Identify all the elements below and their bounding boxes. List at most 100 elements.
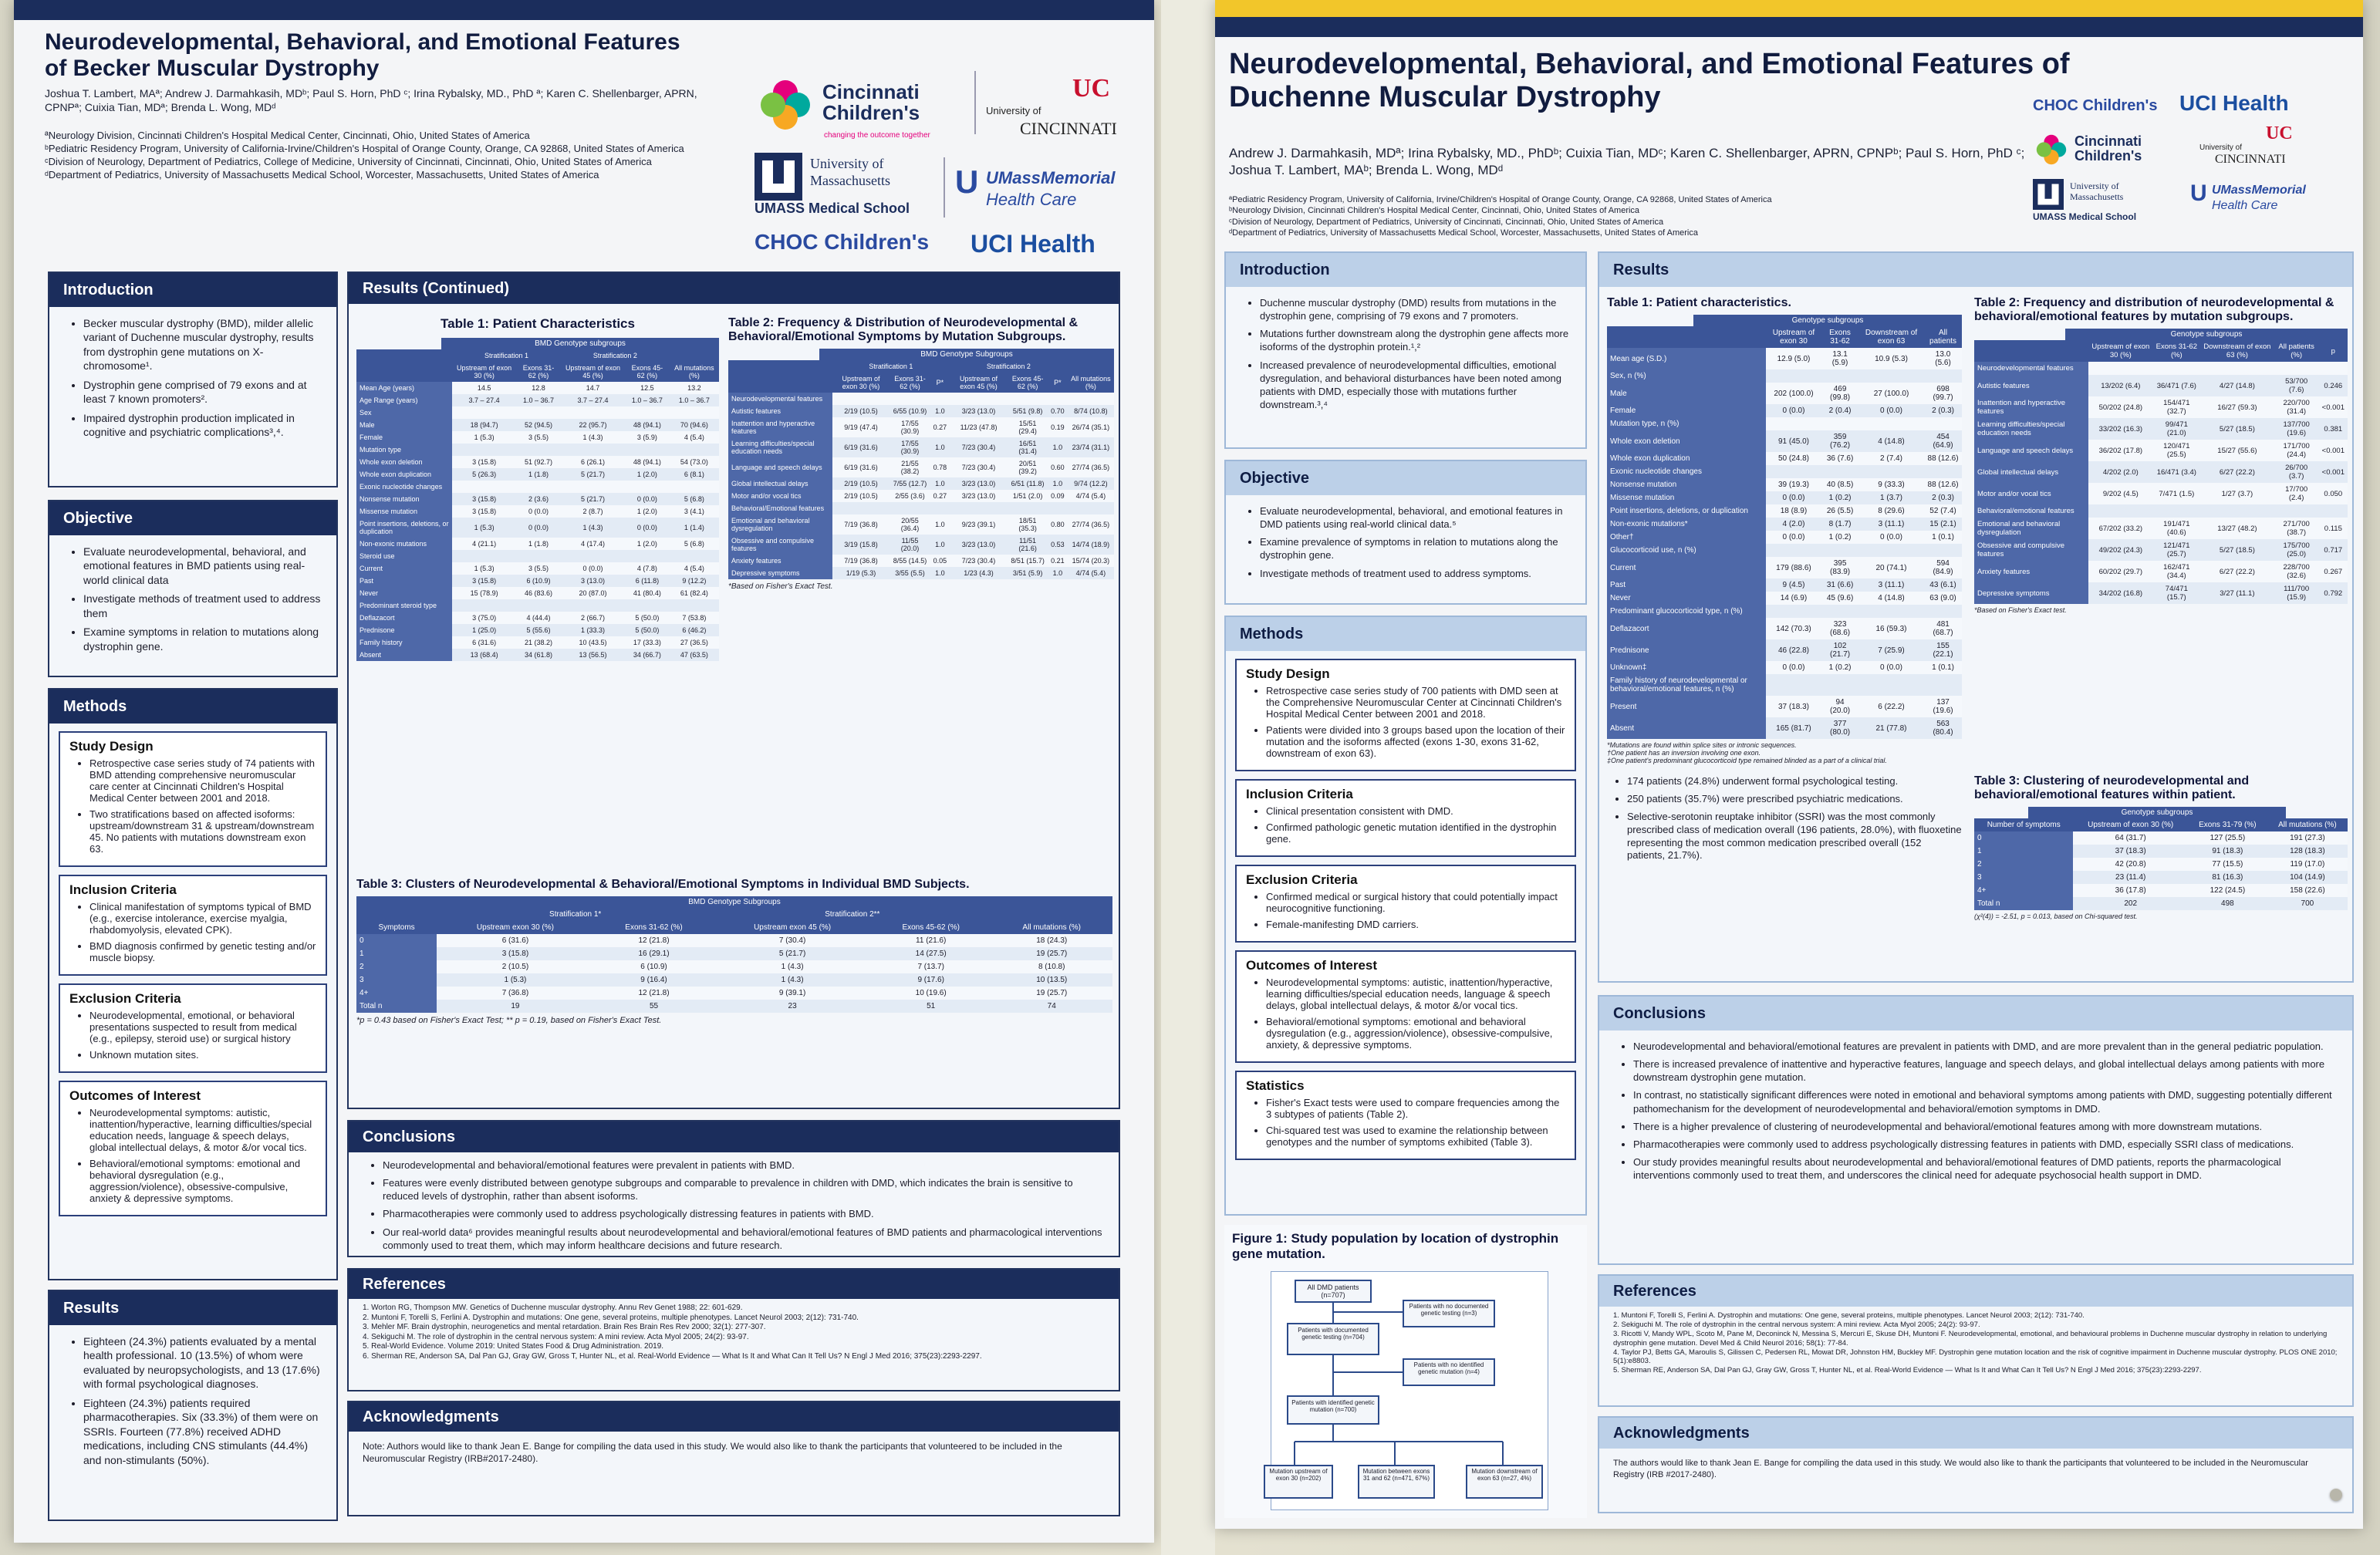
row-label: Exonic nucleotide changes bbox=[1607, 465, 1766, 478]
table-cell: 3/23 (13.0) bbox=[950, 535, 1008, 555]
table-cell: 5 (50.0) bbox=[625, 612, 670, 624]
table-row: Absent 13 (68.4) 34 (61.8) 13 (56.5) 34 (66.… bbox=[356, 649, 719, 661]
table-cell: 1.0 bbox=[1048, 437, 1068, 457]
row-label: Depressive symptoms bbox=[1974, 582, 2089, 604]
table-cell: 10 (43.5) bbox=[560, 636, 625, 649]
table-cell: 0 (0.0) bbox=[625, 493, 670, 505]
table-cell: 1 (2.0) bbox=[625, 538, 670, 550]
table-cell bbox=[669, 550, 719, 562]
table-row: Steroid use bbox=[356, 550, 719, 562]
affiliation-line: ªPediatric Residency Program, University… bbox=[1229, 195, 1772, 204]
flow-node: Mutation upstream of exon 30 (n=202) bbox=[1264, 1465, 1333, 1499]
table-row: Obsessive and compulsive features 49/202 … bbox=[1974, 539, 2348, 561]
results-bullet: 174 patients (24.8%) underwent formal ps… bbox=[1627, 775, 1962, 788]
table-cell bbox=[452, 406, 517, 419]
table-cell bbox=[1765, 674, 1822, 696]
table-cell bbox=[625, 406, 670, 419]
bullet: BMD diagnosis confirmed by genetic testi… bbox=[89, 940, 316, 963]
table-row: Never 14 (6.9) 45 (9.6) 4 (14.8) 63 (9.0) bbox=[1607, 592, 1962, 605]
table-cell bbox=[560, 599, 625, 612]
table-cell bbox=[2200, 504, 2274, 518]
reference-item: 5. Real-World Evidence. Volume 2019: Uni… bbox=[363, 1342, 664, 1351]
affiliation-line: ᵈDepartment of Pediatrics, University of… bbox=[45, 168, 599, 180]
table-cell: 9/74 (12.2) bbox=[1067, 477, 1114, 490]
table-cell: 20 (74.1) bbox=[1858, 557, 1925, 578]
table-cell: 27 (100.0) bbox=[1858, 383, 1925, 404]
affiliation-line: ᶜDivision of Neurology, Department of Pe… bbox=[45, 155, 652, 167]
table-cell: 1 (4.3) bbox=[560, 431, 625, 444]
table-caption: Table 1: Patient characteristics. bbox=[1607, 296, 1791, 309]
table-row: Whole exon duplication 5 (26.3) 1 (1.8) 5 (… bbox=[356, 468, 719, 481]
results-bullet: Selective-serotonin reuptake inhibitor (… bbox=[1627, 811, 1962, 863]
table-cell bbox=[452, 550, 517, 562]
table-cell: <0.001 bbox=[2318, 396, 2348, 418]
table-cell: 11/55 (20.0) bbox=[890, 535, 930, 555]
table-cell: 158 (22.6) bbox=[2267, 884, 2348, 897]
row-label: Neurodevelopmental features bbox=[728, 393, 832, 405]
cincinnati-childrens-logo: Cincinnati Children's changing the outco… bbox=[755, 68, 955, 145]
reference-item: 2. Sekiguchi M. The role of dystrophin i… bbox=[1613, 1320, 1980, 1329]
table-cell: 3 (15.8) bbox=[452, 456, 517, 468]
table-cell: 60/202 (29.7) bbox=[2088, 561, 2153, 582]
uci-logo: UCI Health bbox=[971, 230, 1140, 261]
table-cell: 7/23 (30.4) bbox=[950, 437, 1008, 457]
table-cell: 34 (61.8) bbox=[516, 649, 561, 661]
table-cell: 111/700 (15.9) bbox=[2274, 582, 2319, 604]
row-label: 3 bbox=[356, 973, 437, 987]
logo-tagline: changing the outcome together bbox=[824, 131, 930, 140]
corner-cell bbox=[991, 908, 1112, 921]
table-cell: 7 (25.9) bbox=[1858, 639, 1925, 661]
uc-name: CINCINNATI bbox=[1020, 119, 1117, 138]
table-caption: Table 3: Clustering of neurodevelopmenta… bbox=[1974, 774, 2250, 801]
row-label: Total n bbox=[1974, 897, 2074, 910]
table-cell bbox=[1765, 605, 1822, 618]
row-label: Nonsense mutation bbox=[1607, 478, 1766, 491]
table-cell bbox=[1924, 674, 1962, 696]
table-cell: 0 (0.0) bbox=[516, 518, 561, 538]
table-cell: 4 (44.4) bbox=[516, 612, 561, 624]
top-band bbox=[14, 0, 1154, 20]
table-group-header: BMD Genotype Subgroups bbox=[356, 896, 1112, 908]
table-cell: 15 (78.9) bbox=[452, 587, 517, 599]
section-heading: References bbox=[349, 1270, 1119, 1299]
table-row: Prednisone 1 (25.0) 5 (55.6) 1 (33.3) 5 (50.… bbox=[356, 624, 719, 636]
table-cell: 31 (6.6) bbox=[1821, 578, 1858, 592]
row-label: Language and speech delays bbox=[1974, 440, 2089, 461]
table-cell: 3 (5.9) bbox=[625, 431, 670, 444]
table-cell: 6/19 (31.6) bbox=[832, 457, 890, 477]
row-label: Autistic features bbox=[1974, 375, 2089, 396]
section-heading: Methods bbox=[49, 690, 336, 724]
row-label: Anxiety features bbox=[728, 555, 832, 567]
table-cell bbox=[516, 481, 561, 493]
umass-memorial-line2: Health Care bbox=[2212, 199, 2278, 212]
row-label: 0 bbox=[356, 934, 437, 947]
table-cell bbox=[1765, 544, 1822, 557]
table-cell: 3 (13.0) bbox=[560, 575, 625, 587]
table-cell: 0 (0.0) bbox=[1858, 404, 1925, 417]
row-label: Whole exon deletion bbox=[356, 456, 453, 468]
introduction-section: Introduction Duchenne muscular dystrophy… bbox=[1224, 251, 1587, 449]
references-section: References 1. Muntoni F, Torelli S, Ferl… bbox=[1598, 1274, 2354, 1407]
table-cell: 1.0 bbox=[930, 535, 950, 555]
table-cell: 6 (10.9) bbox=[593, 960, 714, 973]
conclusion-bullet: Pharmacotherapies were commonly used to … bbox=[383, 1207, 1105, 1220]
table-cell: 1.0 bbox=[1048, 567, 1068, 579]
section-heading: Results bbox=[49, 1291, 336, 1325]
table-cell: 1 (5.3) bbox=[452, 518, 517, 538]
table-cell: 6 (31.6) bbox=[452, 636, 517, 649]
results-bullet: 250 patients (35.7%) were prescribed psy… bbox=[1627, 793, 1962, 806]
table-row: Learning difficulties/special education … bbox=[728, 437, 1114, 457]
table-cell bbox=[930, 502, 950, 514]
table-cell: <0.001 bbox=[2318, 440, 2348, 461]
table-cell bbox=[1821, 417, 1858, 430]
row-label: Emotional and behavioral dysregulation bbox=[728, 514, 832, 535]
objective-section: Objective Evaluate neurodevelopmental, b… bbox=[1224, 460, 1587, 605]
table-cell: 128 (18.3) bbox=[2267, 845, 2348, 858]
row-label: Current bbox=[1607, 557, 1766, 578]
choc-text: CHOC Children's bbox=[755, 230, 930, 254]
table-cell bbox=[1048, 393, 1068, 405]
table-cell: 122 (24.5) bbox=[2187, 884, 2267, 897]
introduction-section: Introduction Becker muscular dystrophy (… bbox=[48, 272, 338, 487]
table-cell: 0.27 bbox=[930, 490, 950, 502]
